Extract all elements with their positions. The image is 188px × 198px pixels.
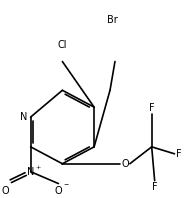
Text: Cl: Cl xyxy=(58,40,67,50)
Text: Br: Br xyxy=(107,15,117,25)
Text: +: + xyxy=(36,165,41,170)
Text: F: F xyxy=(149,103,155,113)
Text: N: N xyxy=(27,167,34,177)
Text: F: F xyxy=(152,182,158,192)
Text: −: − xyxy=(63,182,69,187)
Text: N: N xyxy=(20,112,28,122)
Text: O: O xyxy=(122,159,130,169)
Text: O: O xyxy=(1,186,9,196)
Text: O: O xyxy=(55,186,62,196)
Text: F: F xyxy=(177,149,182,159)
